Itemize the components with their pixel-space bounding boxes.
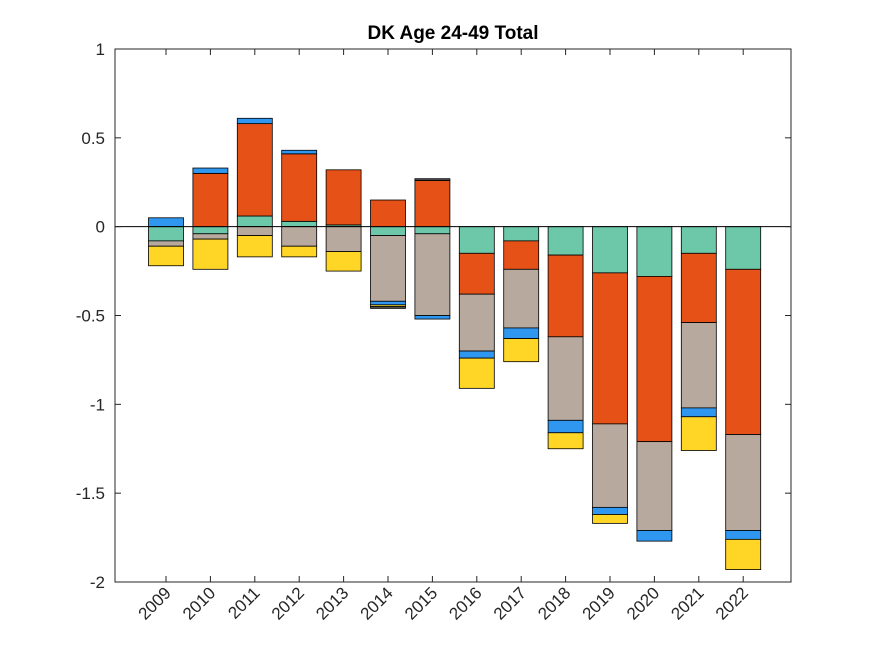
bar-segment-blue-2022 — [725, 530, 762, 540]
bar-segment-teal-2022 — [725, 226, 762, 270]
y-tick-label: -0.5 — [76, 307, 105, 326]
bar-segment-teal-2021 — [680, 226, 717, 254]
bar-segment-blue-2021 — [680, 407, 717, 418]
bar-segment-yellow-2021 — [680, 416, 717, 451]
bar-segment-teal-2016 — [458, 226, 495, 254]
bar-segment-orange-2012 — [281, 153, 318, 222]
bar-segment-yellow-2011 — [236, 235, 273, 258]
bar-segment-teal-2017 — [503, 226, 540, 242]
bar-segment-orange-2015 — [414, 180, 451, 228]
bar-segment-yellow-2018 — [547, 432, 584, 450]
bar-segment-taupe-2017 — [503, 268, 540, 329]
x-tick-label: 2020 — [623, 583, 663, 623]
x-tick-label: 2011 — [224, 583, 263, 622]
x-tick-label: 2018 — [534, 583, 574, 623]
bar-segment-teal-2019 — [592, 226, 628, 274]
bar-segment-blue-2017 — [503, 327, 540, 339]
x-tick-label: 2021 — [667, 583, 707, 623]
bar-segment-taupe-2010 — [192, 233, 229, 240]
bar-segment-blue-2009 — [148, 217, 184, 228]
bar-segment-blue-2018 — [547, 419, 584, 434]
x-tick-label: 2015 — [401, 583, 441, 623]
x-tick-label: 2012 — [268, 583, 308, 623]
bar-segment-blue-2011 — [236, 117, 273, 125]
x-tick-label: 2009 — [135, 583, 175, 623]
x-tick-label: 2016 — [445, 583, 485, 623]
bar-segment-teal-2020 — [636, 226, 673, 277]
bar-segment-yellow-2016 — [458, 357, 495, 389]
bar-segment-teal-2014 — [370, 226, 406, 236]
bar-segment-orange-2020 — [636, 276, 673, 443]
y-tick-label: 0.5 — [81, 129, 105, 148]
bar-segment-yellow-2019 — [592, 514, 628, 524]
y-tick-label: -2 — [90, 573, 105, 592]
bar-segment-yellow-2010 — [192, 238, 229, 270]
bar-segment-taupe-2011 — [236, 226, 273, 236]
bar-segment-orange-2021 — [680, 252, 717, 324]
y-axis: -2 -1.5 -1 -0.5 0 0.5 1 — [76, 40, 791, 592]
bar-segment-orange-2022 — [725, 268, 762, 435]
bar-segment-orange-2013 — [325, 169, 362, 226]
bar-segment-taupe-2009 — [148, 240, 184, 247]
bar-segment-yellow-2022 — [725, 538, 762, 570]
bar-segment-orange-2019 — [592, 272, 628, 425]
bar-segment-teal-2012 — [281, 220, 318, 228]
bar-segment-taupe-2020 — [636, 441, 673, 531]
y-tick-label: -1.5 — [76, 484, 105, 503]
bar-segment-dark-2014 — [370, 306, 406, 309]
bar-segment-yellow-2013 — [325, 251, 362, 272]
x-tick-label: 2019 — [579, 583, 619, 623]
bar-segment-teal-2015 — [414, 226, 451, 235]
bar-segment-teal-2010 — [192, 226, 229, 235]
bar-segment-blue-2016 — [458, 350, 495, 359]
bar-segment-taupe-2022 — [725, 434, 762, 531]
bar-segment-teal-2011 — [236, 215, 273, 228]
y-tick-label: 0 — [96, 218, 105, 237]
x-tick-label: 2014 — [357, 583, 397, 623]
bar-segment-taupe-2019 — [592, 423, 628, 508]
bar-segment-taupe-2013 — [325, 226, 362, 252]
bar-segment-orange-2018 — [547, 254, 584, 338]
bar-segment-dark-2015 — [414, 178, 451, 181]
bar-segment-taupe-2014 — [370, 235, 406, 302]
y-tick-label: -1 — [90, 395, 105, 414]
bar-segment-orange-2011 — [236, 123, 273, 217]
bar-segment-teal-2018 — [547, 226, 584, 256]
bar-segment-blue-2012 — [281, 149, 318, 155]
x-tick-label: 2010 — [179, 583, 219, 623]
bar-segment-orange-2010 — [192, 172, 229, 228]
bar-segment-blue-2010 — [192, 167, 229, 174]
x-tick-label: 2017 — [490, 583, 530, 623]
bar-segment-orange-2016 — [458, 252, 495, 295]
chart-title: DK Age 24-49 Total — [367, 23, 538, 44]
bar-segment-taupe-2018 — [547, 336, 584, 421]
bar-segment-taupe-2016 — [458, 293, 495, 352]
bar-segment-blue-2014 — [370, 300, 406, 306]
bar-segment-blue-2019 — [592, 506, 628, 515]
bar-segment-teal-2009 — [148, 226, 184, 242]
x-tick-label: 2013 — [312, 583, 352, 623]
bar-segment-orange-2014 — [370, 199, 406, 228]
bar-segment-blue-2015 — [414, 315, 451, 320]
bar-segment-yellow-2017 — [503, 338, 540, 363]
bar-segment-blue-2020 — [636, 530, 673, 542]
bar-segment-taupe-2012 — [281, 226, 318, 247]
x-tick-label: 2022 — [712, 583, 752, 623]
bar-segment-taupe-2021 — [680, 322, 717, 409]
bar-segment-yellow-2012 — [281, 245, 318, 258]
bar-segment-orange-2017 — [503, 240, 540, 270]
bars-group — [148, 117, 762, 570]
plot-area — [114, 48, 792, 583]
bar-segment-yellow-2009 — [148, 245, 184, 267]
bar-segment-taupe-2015 — [414, 233, 451, 316]
y-tick-label: 1 — [96, 40, 105, 59]
